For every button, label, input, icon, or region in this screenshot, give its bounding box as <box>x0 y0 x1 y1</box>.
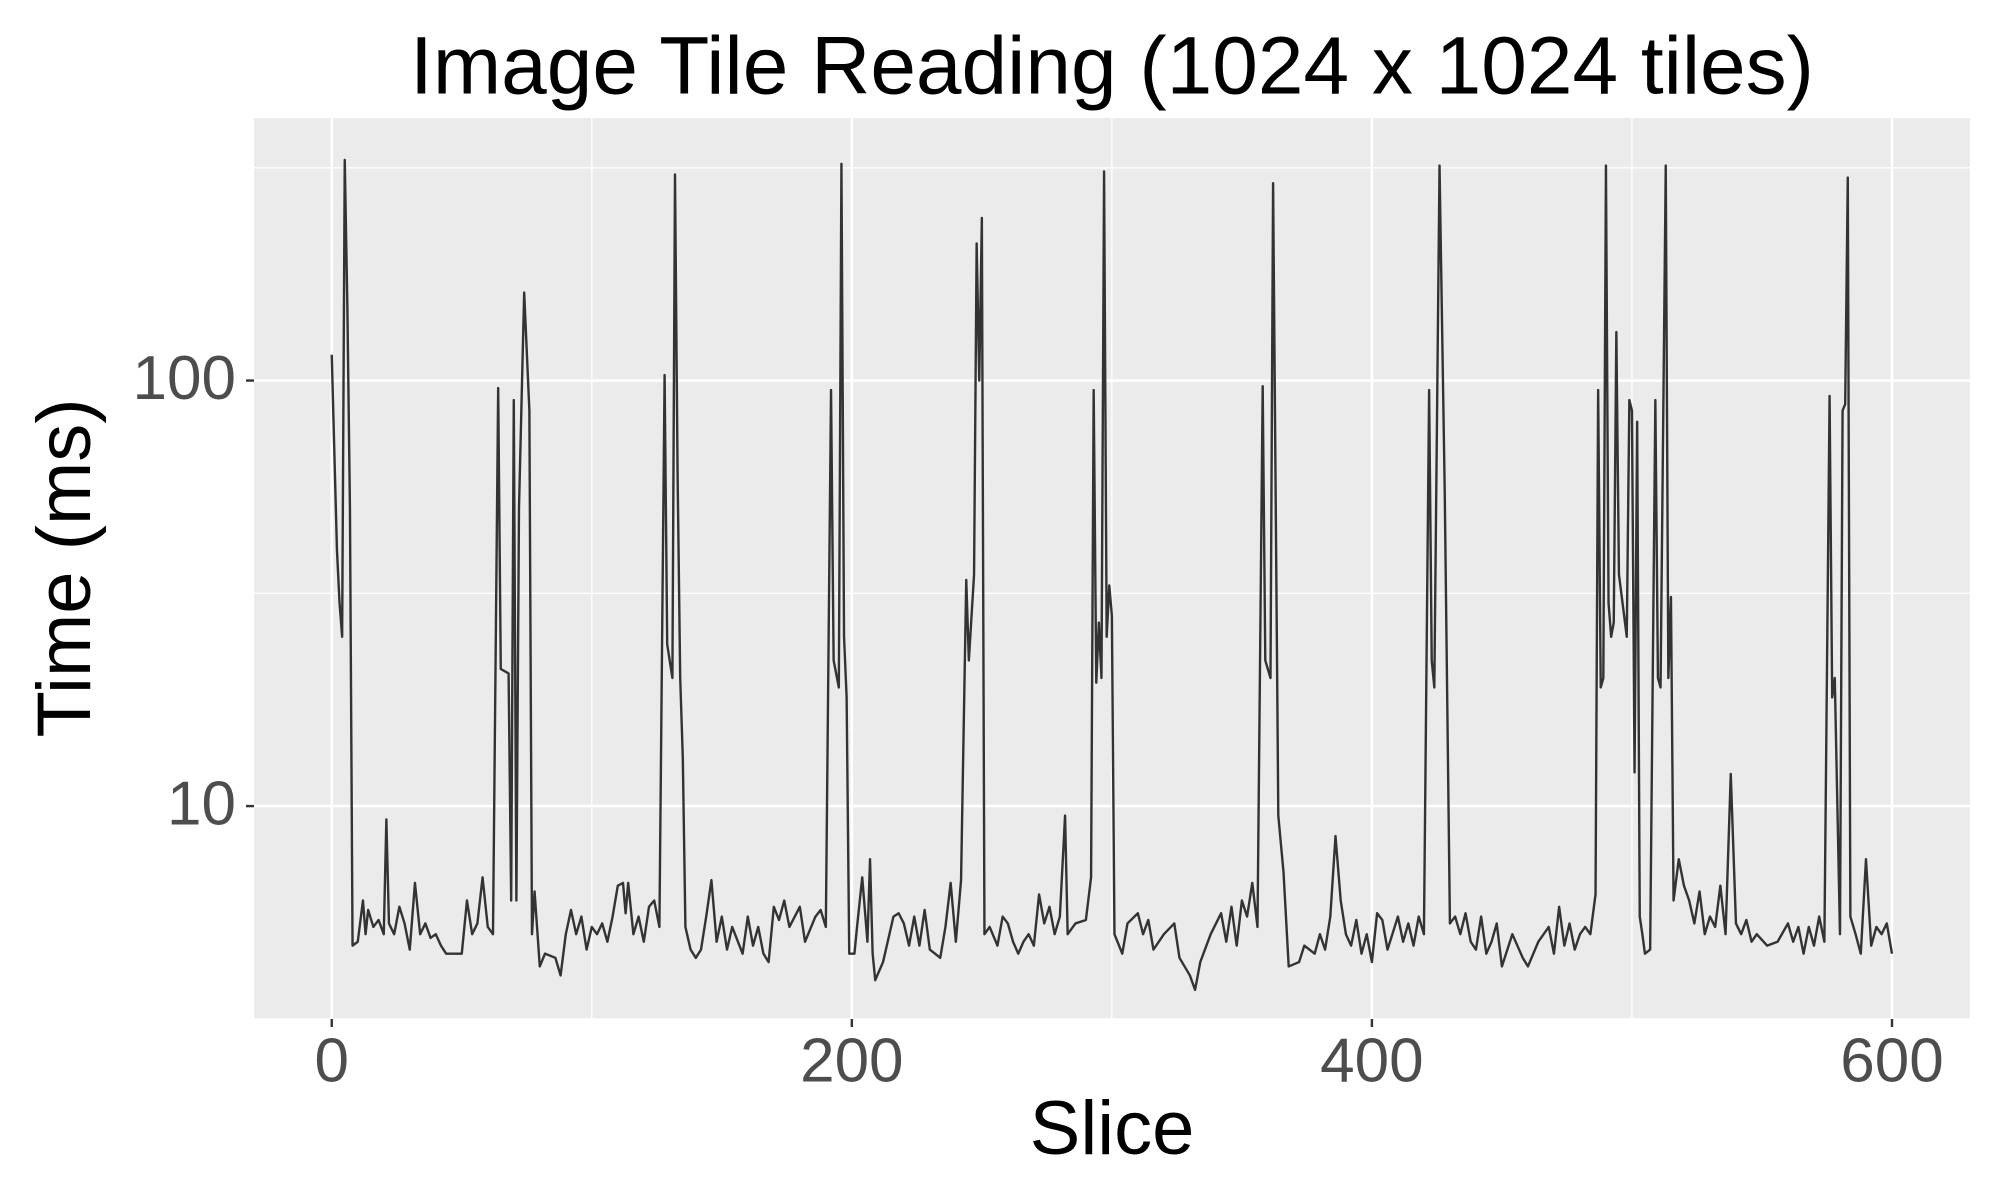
x-tick-label: 0 <box>315 1026 349 1095</box>
y-axis-title: Time (ms) <box>22 398 107 737</box>
x-tick-label: 400 <box>1320 1026 1423 1095</box>
y-tick-label: 10 <box>167 769 236 838</box>
x-tick-label: 600 <box>1840 1026 1943 1095</box>
data-line <box>330 158 1894 992</box>
x-axis-title: Slice <box>1030 1086 1195 1171</box>
y-tick-label: 100 <box>133 344 236 413</box>
chart-title: Image Tile Reading (1024 x 1024 tiles) <box>410 21 1814 112</box>
x-tick-label: 200 <box>800 1026 903 1095</box>
